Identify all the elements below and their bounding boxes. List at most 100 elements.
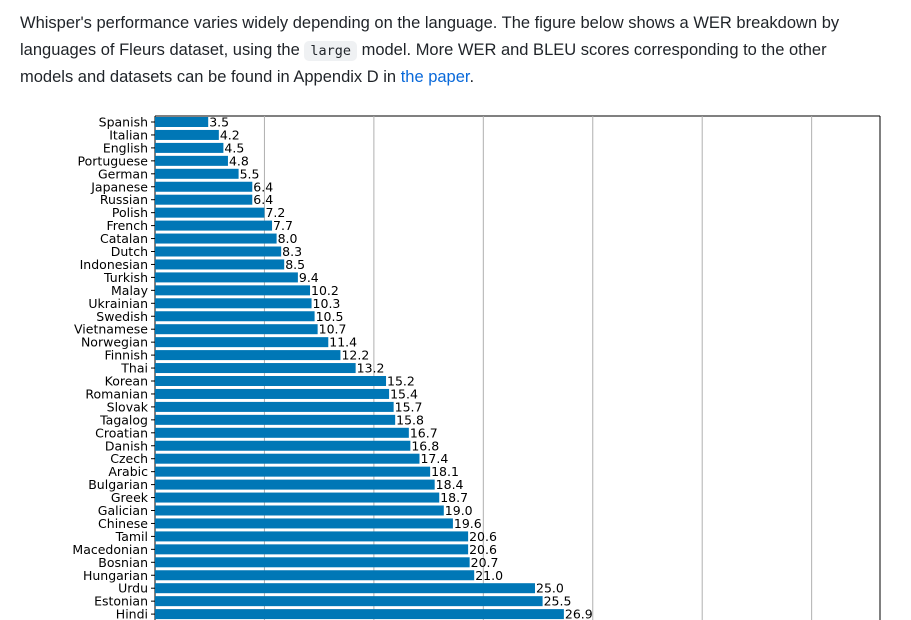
y-tick-label: Dutch <box>111 244 148 259</box>
y-tick-label: Thai <box>120 361 148 376</box>
bar <box>155 246 282 257</box>
y-tick-label: Croatian <box>95 425 148 440</box>
bar <box>155 466 431 477</box>
y-tick-label: German <box>98 166 148 181</box>
bar <box>155 531 469 542</box>
bar <box>155 505 444 516</box>
data-label: 19.0 <box>445 503 473 518</box>
intro-text-2: model. More WER and BLEU scores correspo… <box>20 40 827 87</box>
bar <box>155 570 475 581</box>
data-label: 6.4 <box>253 179 273 194</box>
y-tick-label: Russian <box>100 192 148 207</box>
bar <box>155 233 277 244</box>
y-tick-label: Bosnian <box>98 555 148 570</box>
bar <box>155 427 409 438</box>
bar <box>155 544 469 555</box>
data-label: 20.6 <box>469 529 497 544</box>
y-tick-label: Polish <box>112 205 148 220</box>
y-tick-label: Italian <box>109 127 148 142</box>
model-code: large <box>304 40 357 61</box>
bar <box>155 376 387 386</box>
y-tick-label: Arabic <box>108 464 148 479</box>
data-label: 15.7 <box>395 399 423 414</box>
data-label: 26.9 <box>565 607 593 620</box>
bar <box>155 272 298 283</box>
bar <box>155 596 543 607</box>
intro-text-1: Whisper's performance varies widely depe… <box>20 14 840 59</box>
data-label: 18.1 <box>431 464 459 479</box>
bar <box>155 298 312 309</box>
y-tick-label: Danish <box>105 438 148 453</box>
intro-paragraph: Whisper's performance varies widely depe… <box>20 10 880 91</box>
bar <box>155 388 390 399</box>
data-label: 20.6 <box>469 542 497 557</box>
y-tick-label: Galician <box>98 503 148 518</box>
data-label: 7.2 <box>265 205 285 220</box>
bar <box>155 363 356 374</box>
bar <box>155 311 315 322</box>
data-label: 8.5 <box>285 257 305 272</box>
bar <box>155 337 329 348</box>
y-tick-label: Spanish <box>99 115 148 130</box>
data-label: 8.0 <box>278 231 298 246</box>
bar <box>155 401 394 412</box>
bar <box>155 181 253 192</box>
bar <box>155 285 311 296</box>
y-tick-label: Korean <box>105 374 148 389</box>
bar <box>155 518 453 529</box>
data-label: 25.0 <box>536 581 564 596</box>
y-tick-label: Malay <box>111 283 149 298</box>
y-tick-label: Ukrainian <box>88 296 148 311</box>
bar <box>155 129 219 140</box>
y-tick-label: Chinese <box>98 516 148 531</box>
bar <box>155 117 209 127</box>
data-label: 17.4 <box>420 451 448 466</box>
y-tick-label: French <box>106 218 148 233</box>
data-label: 4.5 <box>224 140 244 155</box>
data-label: 10.3 <box>313 296 341 311</box>
y-tick-label: Tamil <box>115 529 148 544</box>
data-label: 21.0 <box>475 568 503 583</box>
paper-link[interactable]: the paper <box>400 68 470 86</box>
bar <box>155 453 420 464</box>
y-tick-label: Tagalog <box>99 412 148 427</box>
y-tick-label: Catalan <box>100 231 148 246</box>
data-label: 10.2 <box>311 283 339 298</box>
y-tick-label: Urdu <box>118 581 148 596</box>
y-tick-label: Vietnamese <box>74 322 148 337</box>
y-tick-label: Norwegian <box>81 335 148 350</box>
bar <box>155 583 535 594</box>
data-label: 18.7 <box>440 490 468 505</box>
intro-text-3: . <box>469 68 475 86</box>
y-tick-label: Hindi <box>116 607 148 620</box>
data-label: 5.5 <box>240 166 260 181</box>
y-tick-label: Czech <box>110 451 148 466</box>
data-label: 12.2 <box>341 348 369 363</box>
y-tick-label: Hungarian <box>83 568 148 583</box>
data-label: 10.5 <box>316 309 344 324</box>
data-label: 4.8 <box>229 153 249 168</box>
bar <box>155 155 228 166</box>
bar <box>155 220 273 231</box>
data-label: 15.8 <box>396 412 424 427</box>
data-label: 19.6 <box>454 516 482 531</box>
bar <box>155 492 440 503</box>
data-label: 25.5 <box>544 594 572 609</box>
bar <box>155 609 564 620</box>
y-tick-label: Swedish <box>96 309 148 324</box>
data-label: 6.4 <box>253 192 273 207</box>
y-tick-label: Estonian <box>94 594 148 609</box>
bar <box>155 194 253 205</box>
data-label: 15.2 <box>387 374 415 389</box>
y-tick-label: Macedonian <box>72 542 148 557</box>
bar <box>155 479 435 490</box>
data-label: 4.2 <box>220 127 240 142</box>
bar <box>155 168 239 179</box>
bar <box>155 414 396 425</box>
data-label: 18.4 <box>436 477 464 492</box>
y-tick-label: Greek <box>111 490 149 505</box>
data-label: 16.7 <box>410 425 438 440</box>
y-tick-label: Turkish <box>103 270 148 285</box>
data-label: 11.4 <box>329 335 357 350</box>
data-label: 16.8 <box>411 438 439 453</box>
